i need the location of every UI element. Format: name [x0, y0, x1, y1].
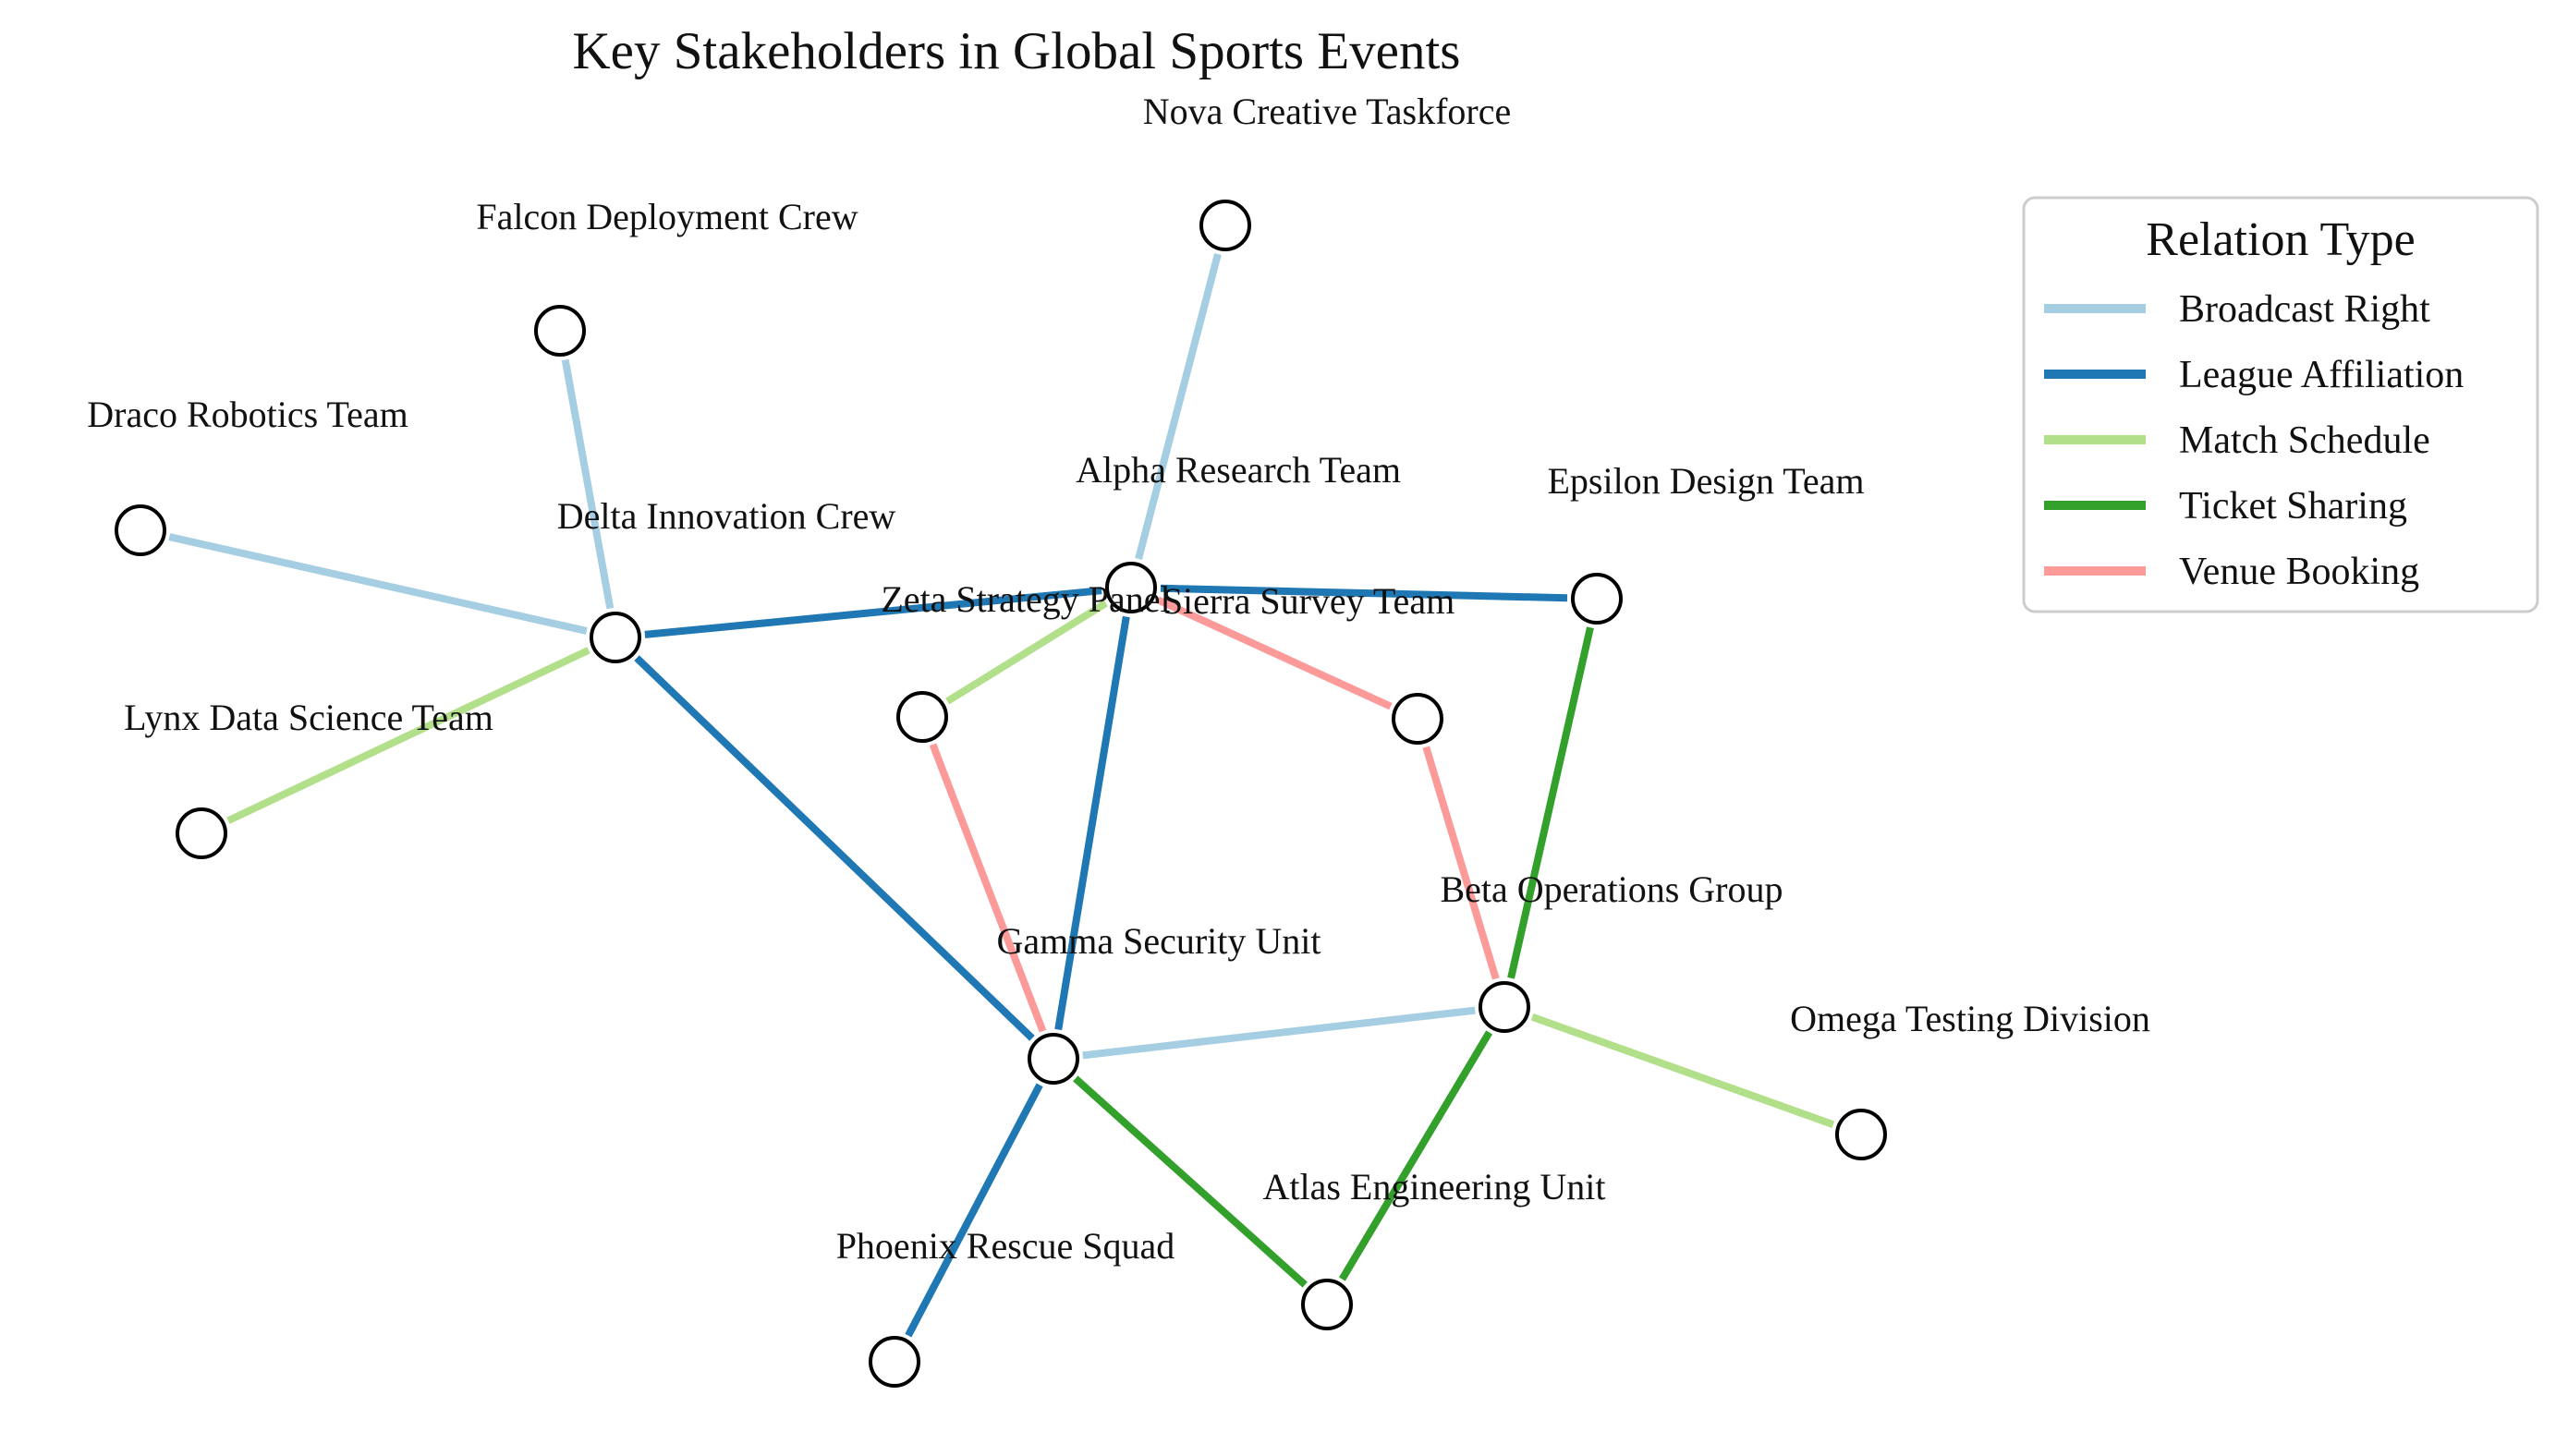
legend-title: Relation Type [2146, 213, 2415, 266]
node-zeta[interactable] [898, 693, 946, 741]
edge-beta-omega [1532, 1017, 1833, 1124]
node-label-lynx: Lynx Data Science Team [124, 697, 493, 738]
node-label-omega: Omega Testing Division [1790, 998, 2150, 1039]
node-lynx[interactable] [177, 809, 225, 857]
node-delta[interactable] [591, 613, 639, 661]
node-label-draco: Draco Robotics Team [87, 394, 408, 435]
legend-label-venue: Venue Booking [2179, 551, 2419, 593]
diagram-title: Key Stakeholders in Global Sports Events [573, 22, 1461, 80]
edge-sierra-beta [1426, 747, 1496, 979]
node-label-sierra: Sierra Survey Team [1162, 580, 1454, 622]
node-label-delta: Delta Innovation Crew [557, 495, 896, 537]
legend-label-league: League Affiliation [2179, 354, 2464, 396]
edge-alpha-gamma [1058, 617, 1126, 1030]
node-gamma[interactable] [1029, 1035, 1077, 1083]
node-sierra[interactable] [1394, 695, 1442, 743]
node-epsilon[interactable] [1573, 575, 1621, 623]
node-label-zeta: Zeta Strategy Panel [881, 578, 1170, 620]
nodes-layer [116, 201, 1885, 1386]
edge-delta-falcon [566, 359, 611, 608]
node-label-epsilon: Epsilon Design Team [1547, 460, 1864, 502]
node-falcon[interactable] [536, 307, 584, 355]
node-label-alpha: Alpha Research Team [1076, 449, 1401, 491]
edge-gamma-beta [1083, 1011, 1475, 1056]
node-phoenix[interactable] [870, 1338, 919, 1386]
legend: Relation Type Broadcast Right League Affi… [2024, 198, 2538, 612]
legend-label-broadcast: Broadcast Right [2179, 288, 2430, 331]
edge-beta-atlas [1342, 1032, 1489, 1279]
edge-zeta-gamma [932, 745, 1042, 1031]
node-beta[interactable] [1480, 983, 1528, 1031]
node-omega[interactable] [1837, 1110, 1885, 1159]
legend-label-ticket: Ticket Sharing [2179, 485, 2407, 528]
node-nova[interactable] [1201, 201, 1249, 249]
node-label-gamma: Gamma Security Unit [996, 920, 1321, 962]
edge-epsilon-beta [1511, 627, 1590, 978]
node-label-nova: Nova Creative Taskforce [1143, 91, 1512, 132]
edge-delta-draco [169, 537, 587, 631]
node-label-falcon: Falcon Deployment Crew [476, 196, 858, 237]
edge-gamma-phoenix [908, 1085, 1040, 1335]
node-atlas[interactable] [1303, 1280, 1351, 1329]
node-label-atlas: Atlas Engineering Unit [1262, 1166, 1605, 1207]
edge-alpha-nova [1138, 254, 1218, 559]
node-label-beta: Beta Operations Group [1440, 868, 1783, 910]
node-draco[interactable] [116, 506, 164, 554]
legend-label-match: Match Schedule [2179, 419, 2430, 462]
node-label-phoenix: Phoenix Rescue Squad [836, 1225, 1175, 1267]
